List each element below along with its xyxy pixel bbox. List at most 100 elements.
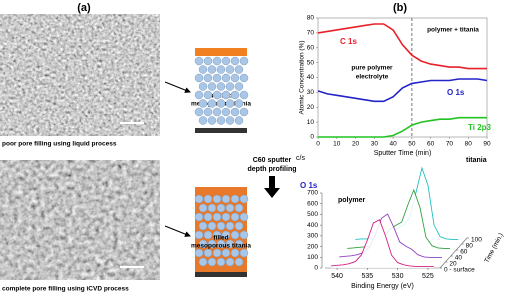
sphere (216, 65, 226, 74)
z-tick-label: 60 (460, 249, 468, 256)
annotation: polymer + titania (427, 27, 479, 34)
plot-frame (317, 17, 488, 138)
x-tick-label: 540 (331, 273, 343, 280)
sphere (203, 248, 213, 258)
sphere (239, 194, 249, 204)
sphere (203, 230, 213, 240)
x-tick-label: 80 (465, 141, 473, 148)
sphere (198, 116, 208, 125)
x-tick-label: 535 (362, 273, 374, 280)
sphere (203, 107, 213, 117)
sphere (198, 65, 208, 74)
y-tick-label: 400 (307, 222, 318, 229)
sphere (194, 107, 204, 117)
sphere (230, 248, 240, 258)
sphere (230, 230, 240, 240)
sphere (239, 90, 249, 100)
sphere (194, 56, 204, 66)
sphere (212, 73, 222, 83)
sphere (239, 248, 249, 258)
x-tick-label: 20 (352, 141, 360, 148)
spectrum-fill (355, 168, 459, 241)
sphere (234, 203, 244, 213)
sphere (212, 194, 222, 204)
sphere (239, 107, 249, 117)
sphere (203, 56, 213, 66)
sphere (203, 194, 213, 204)
panel-label: (a) (77, 2, 91, 14)
arrow (164, 225, 191, 237)
sphere (198, 257, 208, 267)
x-tick-label: 0 (316, 141, 320, 148)
sphere (194, 194, 204, 204)
x-tick-label: 50 (408, 141, 416, 148)
sphere (216, 257, 226, 267)
y-tick-label: 50 (307, 59, 315, 66)
annotation: titania (466, 157, 487, 164)
spectrum-fill (339, 214, 442, 259)
sphere (207, 116, 217, 125)
sphere (234, 82, 244, 91)
scale-bar (120, 122, 144, 124)
sphere (239, 212, 249, 222)
sphere (234, 239, 244, 249)
sphere (198, 239, 208, 249)
sphere (225, 99, 235, 108)
y-tick-label: 30 (307, 89, 315, 96)
y-tick-label: 100 (307, 254, 318, 261)
sphere (194, 90, 204, 100)
sphere (230, 56, 240, 66)
process-label: depth profiling (248, 166, 297, 173)
caption: poor pore filling using liquid process (2, 141, 117, 148)
x-tick-label: 10 (333, 141, 341, 148)
x-tick-label: 40 (389, 141, 397, 148)
sphere (234, 99, 244, 108)
sphere (230, 107, 240, 117)
sphere (216, 239, 226, 249)
series-label: O 1s (447, 88, 465, 97)
x-tick-label: 60 (427, 141, 435, 148)
sphere (203, 212, 213, 222)
sphere (239, 230, 249, 240)
sphere (221, 73, 231, 83)
annotation: pure polymer (351, 65, 393, 72)
sphere (212, 90, 222, 100)
y-tick-label: 70 (307, 30, 315, 37)
x-tick-label: 90 (483, 141, 491, 148)
sphere (221, 90, 231, 100)
sphere (198, 82, 208, 91)
sphere (230, 73, 240, 83)
panel-label: (b) (393, 2, 407, 14)
z-tick-label: 20 (449, 261, 457, 268)
sphere (212, 248, 222, 258)
schematic (194, 48, 249, 133)
sphere (230, 194, 240, 204)
y-tick-label: 0 (310, 134, 314, 141)
sphere (216, 203, 226, 213)
sphere (221, 107, 231, 117)
sphere (198, 221, 208, 231)
process-label: C60 sputter (253, 157, 292, 164)
sphere (194, 248, 204, 258)
z-axis (439, 237, 468, 269)
sphere (234, 257, 244, 267)
schematic-label: filled (213, 235, 228, 242)
sphere (221, 194, 231, 204)
sphere (216, 82, 226, 91)
x-tick-label: 530 (392, 273, 404, 280)
sphere (239, 73, 249, 83)
sphere (239, 56, 249, 66)
spectrum (331, 219, 434, 267)
sphere (225, 116, 235, 125)
data-line (318, 116, 487, 138)
y-tick-label: 0 (314, 265, 318, 272)
schematic (194, 187, 249, 277)
sphere (225, 65, 235, 74)
spectrum (339, 213, 442, 258)
sphere (230, 212, 240, 222)
y-tick-label: 80 (307, 15, 315, 22)
sphere (234, 221, 244, 231)
series-label: C 1s (340, 37, 357, 46)
y-tick-label: 40 (307, 74, 315, 81)
